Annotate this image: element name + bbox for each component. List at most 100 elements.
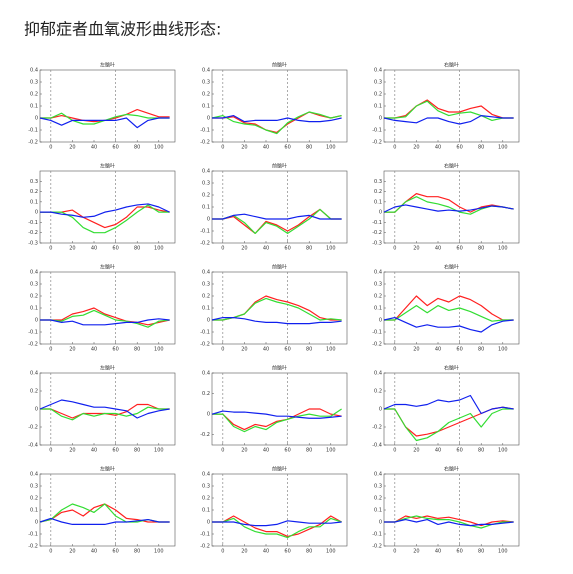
x-tick-label: 80 (306, 448, 312, 454)
y-tick-label: -0.2 (28, 342, 38, 348)
x-tick-label: 0 (393, 448, 396, 454)
x-tick-label: 60 (456, 145, 462, 151)
x-tick-label: 100 (154, 448, 164, 454)
data-line (40, 112, 170, 125)
y-tick-label: 0.2 (30, 389, 38, 395)
x-tick-label: 20 (69, 145, 75, 151)
y-tick-label: 0.4 (374, 371, 382, 377)
y-tick-label: 0 (35, 407, 38, 413)
data-line (212, 208, 342, 234)
x-tick-label: 100 (498, 549, 508, 555)
x-tick-label: 20 (413, 246, 419, 252)
x-tick-label: 20 (69, 549, 75, 555)
y-tick-label: -0.4 (372, 443, 382, 449)
y-tick-label: 0.3 (374, 484, 382, 490)
chart-title: 右脑叶 (444, 466, 459, 473)
y-tick-label: 0 (35, 210, 38, 216)
data-line (212, 408, 342, 433)
y-tick-label: 0 (207, 318, 210, 324)
data-line (383, 204, 514, 213)
data-line (212, 520, 342, 527)
data-line (384, 193, 514, 213)
data-line (39, 503, 170, 523)
x-tick-label: 80 (134, 246, 140, 252)
y-tick-label: -0.1 (200, 229, 210, 235)
chart-title: 左脑叶 (100, 163, 115, 170)
data-line (40, 318, 170, 326)
chart-title: 前脑叶 (272, 264, 287, 271)
data-line (212, 111, 342, 133)
y-tick-label: 0.4 (374, 270, 382, 276)
y-tick-label: 0.1 (202, 205, 210, 211)
y-tick-label: 0.4 (30, 68, 38, 74)
x-tick-label: 20 (69, 448, 75, 454)
x-tick-label: 100 (326, 145, 336, 151)
y-tick-label: -0.1 (372, 532, 382, 538)
x-tick-label: 80 (478, 347, 484, 353)
x-tick-label: 0 (221, 145, 224, 151)
data-line (40, 307, 170, 326)
data-line (211, 111, 342, 135)
x-tick-label: 40 (435, 246, 441, 252)
plot-frame (39, 271, 176, 345)
y-tick-label: 0 (379, 520, 382, 526)
data-line (384, 100, 514, 121)
x-tick-label: 100 (326, 246, 336, 252)
x-tick-label: 100 (154, 145, 164, 151)
data-line (212, 213, 342, 220)
y-tick-label: 0 (379, 318, 382, 324)
data-line (211, 410, 342, 419)
y-tick-label: 0.4 (202, 371, 210, 377)
y-tick-label: 0.2 (30, 92, 38, 98)
data-line (39, 517, 170, 525)
x-tick-label: 100 (498, 246, 508, 252)
y-tick-label: 0.1 (374, 199, 382, 205)
y-tick-label: 0.1 (202, 306, 210, 312)
x-tick-label: 80 (306, 246, 312, 252)
chart-title: 左脑叶 (100, 264, 115, 271)
y-tick-label: -0.2 (200, 241, 210, 247)
y-tick-label: -0.4 (28, 443, 38, 449)
y-tick-label: 0 (379, 116, 382, 122)
y-tick-label: 0.3 (202, 181, 210, 187)
y-tick-label: 0.2 (374, 92, 382, 98)
y-tick-label: -0.2 (200, 544, 210, 550)
y-tick-label: -0.1 (372, 128, 382, 134)
data-line (40, 204, 170, 234)
x-tick-label: 60 (456, 246, 462, 252)
data-line (383, 394, 514, 415)
chart-title: 右脑叶 (444, 365, 459, 372)
data-line (383, 115, 514, 125)
x-tick-label: 40 (91, 549, 97, 555)
y-tick-label: -0.1 (200, 532, 210, 538)
chart-title: 左脑叶 (100, 62, 115, 69)
y-tick-label: 0.4 (30, 270, 38, 276)
x-tick-label: 0 (49, 246, 52, 252)
x-tick-label: 40 (435, 145, 441, 151)
y-tick-label: 0.2 (202, 92, 210, 98)
y-tick-label: 0.2 (202, 496, 210, 502)
y-tick-label: -0.2 (200, 432, 210, 438)
x-tick-label: 40 (91, 246, 97, 252)
plot-frame (383, 473, 520, 547)
x-tick-label: 80 (306, 347, 312, 353)
data-line (384, 99, 514, 119)
y-tick-label: -0.2 (372, 544, 382, 550)
x-tick-label: 100 (154, 549, 164, 555)
y-tick-label: 0.2 (30, 496, 38, 502)
x-tick-label: 40 (91, 448, 97, 454)
y-tick-label: 0.3 (30, 282, 38, 288)
plot-frame (383, 69, 520, 143)
x-tick-label: 60 (456, 347, 462, 353)
y-tick-label: -0.2 (28, 140, 38, 146)
x-tick-label: 80 (134, 448, 140, 454)
x-tick-label: 80 (478, 448, 484, 454)
plot-frame (383, 170, 520, 244)
x-tick-label: 100 (498, 448, 508, 454)
y-tick-label: 0.3 (374, 282, 382, 288)
y-tick-label: -0.1 (28, 220, 38, 226)
y-tick-label: 0.2 (374, 189, 382, 195)
x-tick-label: 60 (112, 246, 118, 252)
plot-frame (39, 69, 176, 143)
